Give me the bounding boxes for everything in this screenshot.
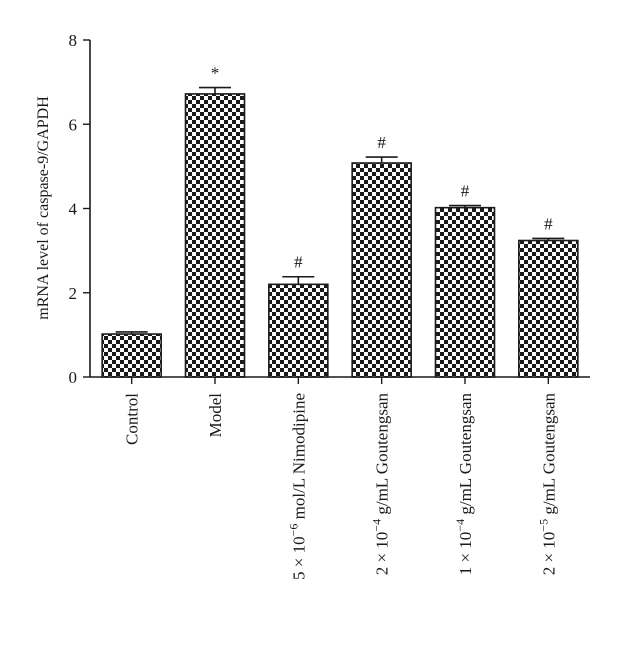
y-tick-label: 2 — [69, 284, 78, 303]
category-labels: Control Model 5 × 10−6 mol/L Nimodipine 2 ×… — [123, 393, 559, 581]
significance-mark: * — [211, 64, 220, 83]
error-bars — [115, 86, 565, 335]
category-label: Model — [206, 393, 225, 438]
bar — [184, 93, 246, 378]
x-axis — [90, 376, 590, 384]
significance-mark: # — [544, 214, 553, 233]
category-label: Control — [123, 393, 142, 445]
y-tick-label: 4 — [69, 200, 78, 219]
bar — [268, 283, 329, 378]
y-tick-label: 8 — [69, 31, 78, 50]
category-label: 2 × 10−5 g/mL Goutengsan — [536, 393, 558, 576]
category-label: 1 × 10−4 g/mL Goutengsan — [453, 393, 475, 576]
category-label: 2 × 10−4 g/mL Goutengsan — [370, 393, 392, 576]
y-tick-label: 0 — [69, 368, 78, 387]
significance-marks: * # # # # — [211, 64, 553, 272]
bar — [351, 162, 412, 378]
y-tick-label: 6 — [69, 115, 78, 134]
significance-mark: # — [461, 182, 470, 201]
significance-mark: # — [294, 253, 303, 272]
bars — [101, 93, 579, 378]
significance-mark: # — [377, 133, 386, 152]
category-label: 5 × 10−6 mol/L Nimodipine — [286, 393, 308, 580]
bar — [518, 239, 579, 378]
y-axis-title: mRNA level of caspase-9/GAPDH — [35, 96, 52, 320]
bar — [101, 333, 162, 378]
bar — [434, 206, 496, 378]
y-axis: 0 2 4 6 8 — [69, 31, 91, 387]
